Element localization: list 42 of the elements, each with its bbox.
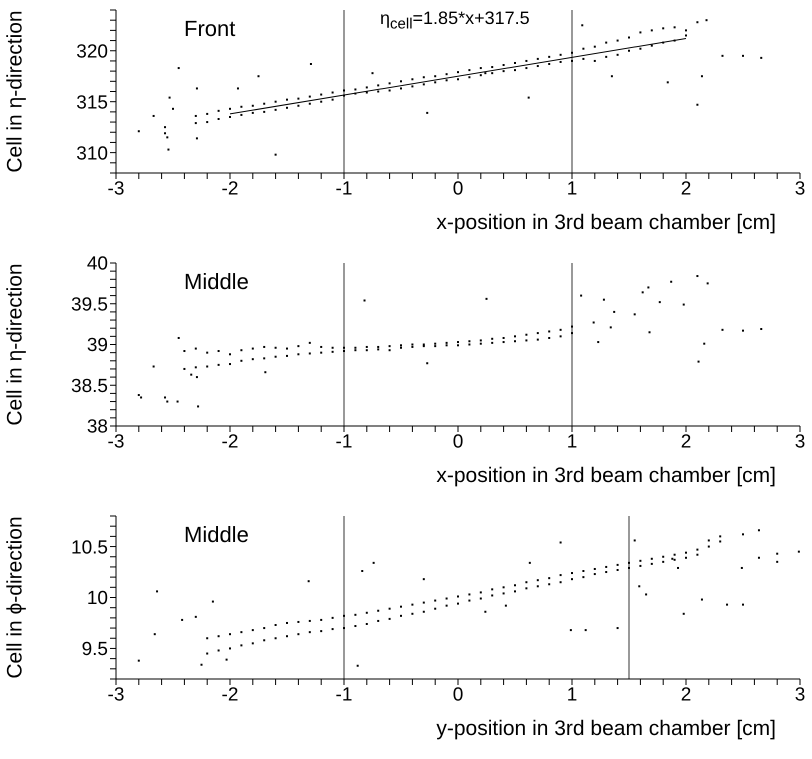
y-tick-label: 10.5 — [71, 537, 108, 558]
annotation: Middle — [184, 269, 249, 295]
x-tick-label: 3 — [794, 431, 806, 452]
x-axis-title: x-position in 3rd beam chamber [cm] — [436, 464, 776, 487]
y-tick-label: 9.5 — [82, 639, 108, 660]
x-tick-label: -3 — [108, 431, 124, 452]
y-tick-label: 40 — [86, 254, 108, 275]
x-tick-label: 1 — [566, 431, 578, 452]
x-tick-label: -1 — [336, 684, 352, 706]
x-axis-title: y-position in 3rd beam chamber [cm] — [436, 717, 776, 740]
y-axis-title: Cell in ϕ-direction — [3, 516, 26, 679]
y-tick-label: 39 — [86, 335, 108, 356]
x-tick-label: 2 — [680, 684, 692, 706]
x-tick-label: 0 — [452, 431, 464, 452]
annotation: η$_{cell}$=1.85*x+317.5 — [380, 8, 530, 33]
x-tick-label: -2 — [222, 431, 238, 452]
y-tick-label: 320 — [76, 41, 108, 62]
y-tick-label: 38.5 — [71, 376, 108, 397]
x-tick-label: -3 — [108, 178, 124, 200]
y-tick-label: 39.5 — [71, 294, 108, 316]
x-tick-label: 1 — [566, 684, 578, 706]
x-tick-label: -2 — [222, 178, 238, 200]
annotation: Front — [184, 16, 236, 42]
x-tick-label: 3 — [794, 684, 806, 706]
x-tick-label: 0 — [452, 178, 464, 200]
annotation: Middle — [184, 522, 249, 548]
x-tick-label: -1 — [336, 431, 352, 452]
x-tick-label: 2 — [680, 431, 692, 452]
x-tick-label: 2 — [680, 178, 692, 200]
y-tick-label: 310 — [76, 143, 108, 164]
y-axis-title: Cell in η-direction — [3, 10, 26, 173]
y-tick-label: 10 — [86, 588, 108, 610]
x-tick-label: 3 — [794, 178, 806, 200]
y-tick-label: 38 — [86, 416, 108, 438]
x-tick-label: -2 — [222, 684, 238, 706]
x-tick-label: -3 — [108, 684, 124, 706]
x-tick-label: 0 — [452, 684, 464, 706]
x-tick-label: -1 — [336, 178, 352, 200]
x-tick-label: 1 — [566, 178, 578, 200]
y-tick-label: 315 — [76, 92, 108, 114]
x-axis-title: x-position in 3rd beam chamber [cm] — [436, 211, 776, 234]
y-axis-title: Cell in η-direction — [3, 263, 26, 426]
